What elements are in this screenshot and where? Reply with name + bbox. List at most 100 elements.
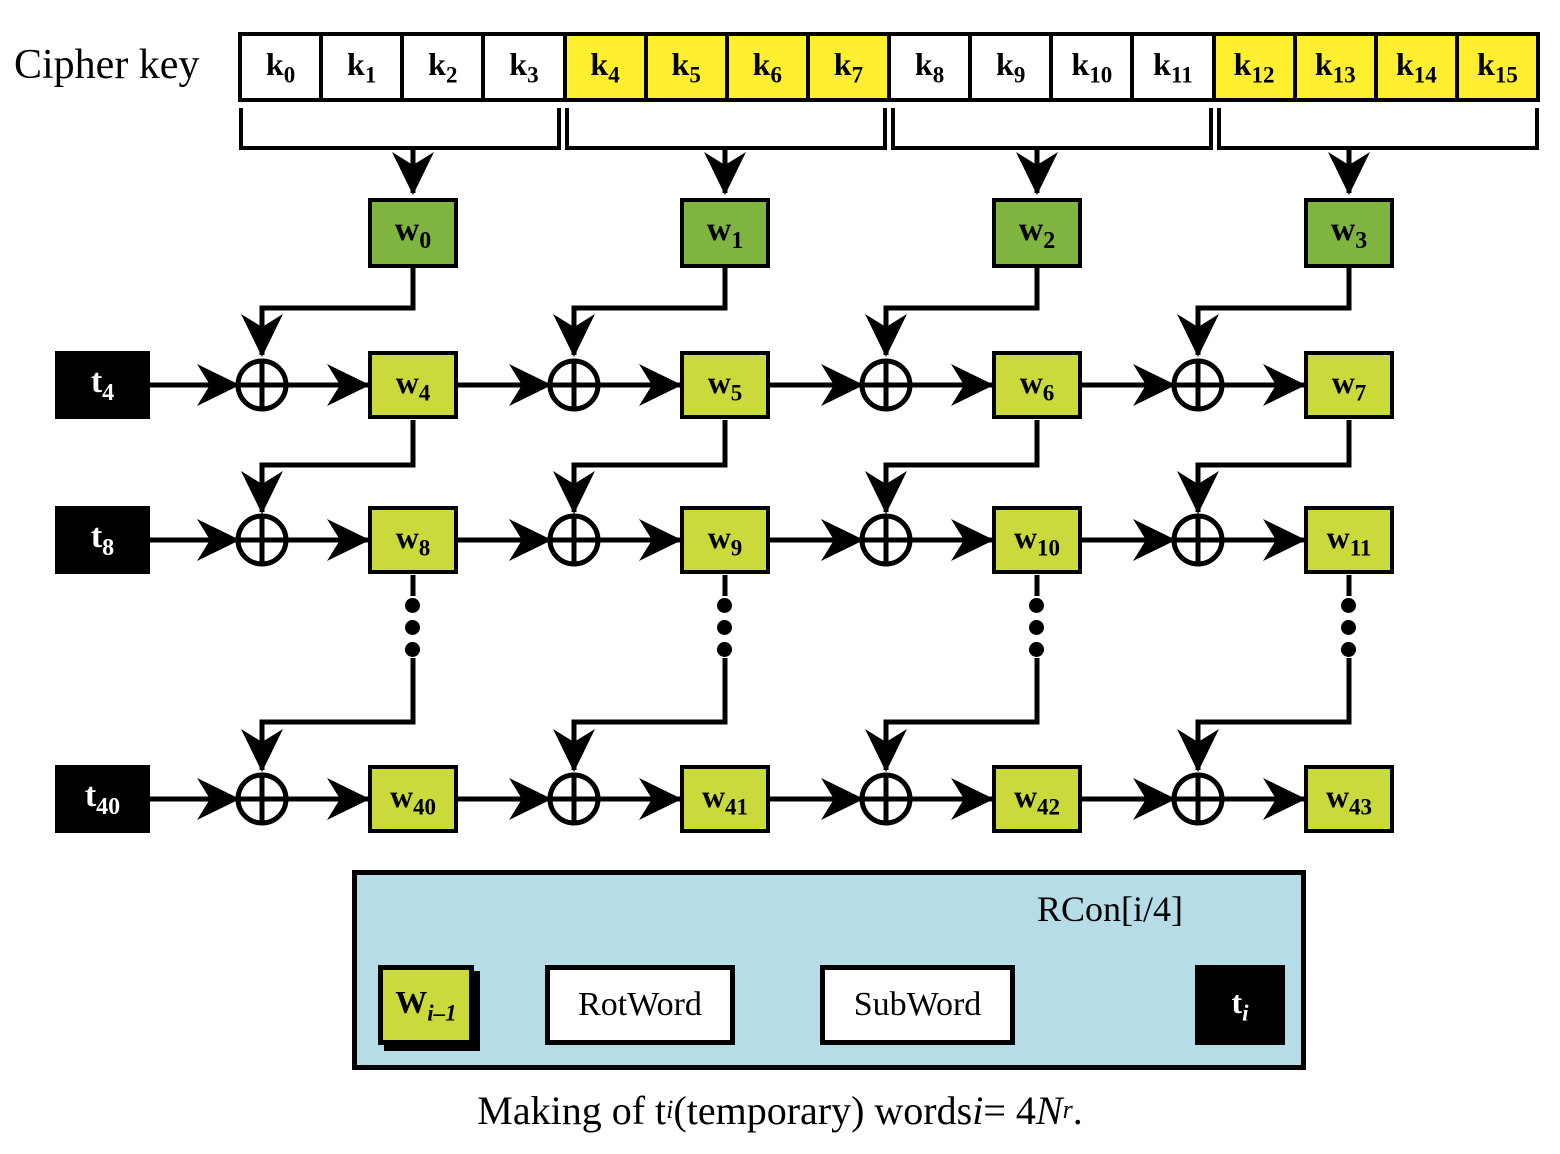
initial-word-w3[interactable]: w3 [1304,198,1394,268]
rotword-box[interactable]: RotWord [545,965,735,1045]
initial-word-w1[interactable]: w1 [680,198,770,268]
cipher-key-label: Cipher key [14,42,200,88]
detail-output-t-box[interactable]: ti [1195,965,1285,1045]
ellipsis-dot [405,642,420,657]
cipher-key-cell-k6[interactable]: k6 [724,36,806,98]
cipher-key-cell-k9[interactable]: k9 [968,36,1050,98]
caption-f: . [1072,1087,1083,1133]
cipher-key-cell-k0[interactable]: k0 [242,36,320,98]
cipher-key-cell-label: k12 [1233,45,1275,88]
round-word-label: w41 [701,777,749,820]
caption-a-sub: i [666,1095,674,1124]
ellipsis-dot [717,642,732,657]
round-word-label: w42 [1013,777,1061,820]
temp-word-t40[interactable]: t40 [55,765,150,833]
cipher-key-cell-k14[interactable]: k14 [1373,36,1455,98]
initial-word-w2-label: w2 [1018,211,1056,254]
subword-box[interactable]: SubWord [820,965,1015,1045]
ellipsis-dot [1341,642,1356,657]
ellipsis-dot [717,620,732,635]
ellipsis-column [1029,598,1045,658]
round-word-w5[interactable]: w5 [680,351,770,419]
cipher-key-cell-k7[interactable]: k7 [805,36,887,98]
round-word-w43[interactable]: w43 [1304,765,1394,833]
ellipsis-column [717,598,733,658]
temp-word-t4[interactable]: t4 [55,351,150,419]
initial-word-w2[interactable]: w2 [992,198,1082,268]
round-word-w6[interactable]: w6 [992,351,1082,419]
cipher-key-cell-label: k13 [1314,45,1356,88]
round-word-w11[interactable]: w11 [1304,506,1394,574]
initial-word-w0[interactable]: w0 [368,198,458,268]
cipher-key-cell-k4[interactable]: k4 [562,36,644,98]
cipher-key-cell-label: k4 [590,45,620,88]
round-word-label: w5 [707,363,743,406]
round-word-w42[interactable]: w42 [992,765,1082,833]
round-word-label: w9 [707,518,743,561]
round-word-w41[interactable]: w41 [680,765,770,833]
round-word-label: w40 [389,777,437,820]
ellipsis-column [405,598,421,658]
ellipsis-dot [405,598,420,613]
initial-word-w3-label: w3 [1330,211,1368,254]
cipher-key-cell-k12[interactable]: k12 [1211,36,1293,98]
cipher-key-cell-label: k8 [914,45,945,88]
cipher-key-cell-label: k9 [996,45,1026,88]
round-word-label: w4 [395,363,431,406]
caption-a: Making of t [477,1087,667,1133]
ellipsis-dot [1029,620,1044,635]
row-2-xor-circles [235,513,1225,567]
round-word-label: w6 [1019,363,1055,406]
round-word-w8[interactable]: w8 [368,506,458,574]
round-word-w4[interactable]: w4 [368,351,458,419]
cipher-key-cell-k13[interactable]: k13 [1292,36,1374,98]
round-word-w10[interactable]: w10 [992,506,1082,574]
detail-input-word-label: Wi–1 [395,983,457,1026]
cipher-key-cell-label: k6 [752,45,782,88]
round-word-label: w8 [395,518,431,561]
row-3-xor-circles [235,772,1225,826]
round-word-w7[interactable]: w7 [1304,351,1394,419]
ellipsis-dot [1341,620,1356,635]
cipher-key-cell-k5[interactable]: k5 [643,36,725,98]
cipher-key-cell-label: k7 [833,45,864,88]
cipher-key-cell-label: k3 [509,45,539,88]
ellipsis-dot [405,620,420,635]
rcon-label: RCon[i/4] [1036,889,1183,929]
row-2-continuation-stubs [410,575,1352,596]
cipher-key-cell-label: k2 [428,45,458,88]
temp-word-t4-label: t4 [90,363,115,406]
round-word-label: w11 [1326,518,1372,561]
cipher-key-cell-label: k11 [1153,45,1193,88]
cipher-key-cell-k11[interactable]: k11 [1130,36,1212,98]
temp-word-t40-label: t40 [84,777,121,820]
round-word-label: w43 [1325,777,1373,820]
subword-label: SubWord [853,986,982,1023]
round-word-label: w7 [1331,363,1367,406]
ellipsis-dot [1029,598,1044,613]
cipher-key-cell-k2[interactable]: k2 [400,36,482,98]
cipher-key-cell-label: k10 [1071,45,1113,88]
row-1-xor-circles [235,358,1225,412]
cipher-key-cell-label: k14 [1395,45,1437,88]
cipher-key-cell-label: k1 [347,45,377,88]
cipher-key-cell-k3[interactable]: k3 [481,36,563,98]
detail-output-t-label: ti [1231,983,1249,1026]
cipher-key-cell-k8[interactable]: k8 [887,36,969,98]
cipher-key-cell-label: k0 [265,45,296,88]
cipher-key-cell-k15[interactable]: k15 [1454,36,1536,98]
round-word-label: w10 [1013,518,1061,561]
round-word-w9[interactable]: w9 [680,506,770,574]
rotword-label: RotWord [578,986,702,1023]
temp-word-t8[interactable]: t8 [55,506,150,574]
round-word-w40[interactable]: w40 [368,765,458,833]
cipher-key-cell-k10[interactable]: k10 [1049,36,1131,98]
caption-e-sub: r [1062,1095,1073,1124]
cipher-key-row: k0 k1 k2 k3 k4 k5 k6 k7 k8 k9 k10 k11 k12 k13 k14 k15 [238,32,1540,102]
detail-input-word-box[interactable]: Wi–1 [378,965,474,1045]
ellipsis-to-row-3-feed [241,658,1352,773]
ellipsis-dot [717,598,732,613]
cipher-key-cell-k1[interactable]: k1 [319,36,401,98]
